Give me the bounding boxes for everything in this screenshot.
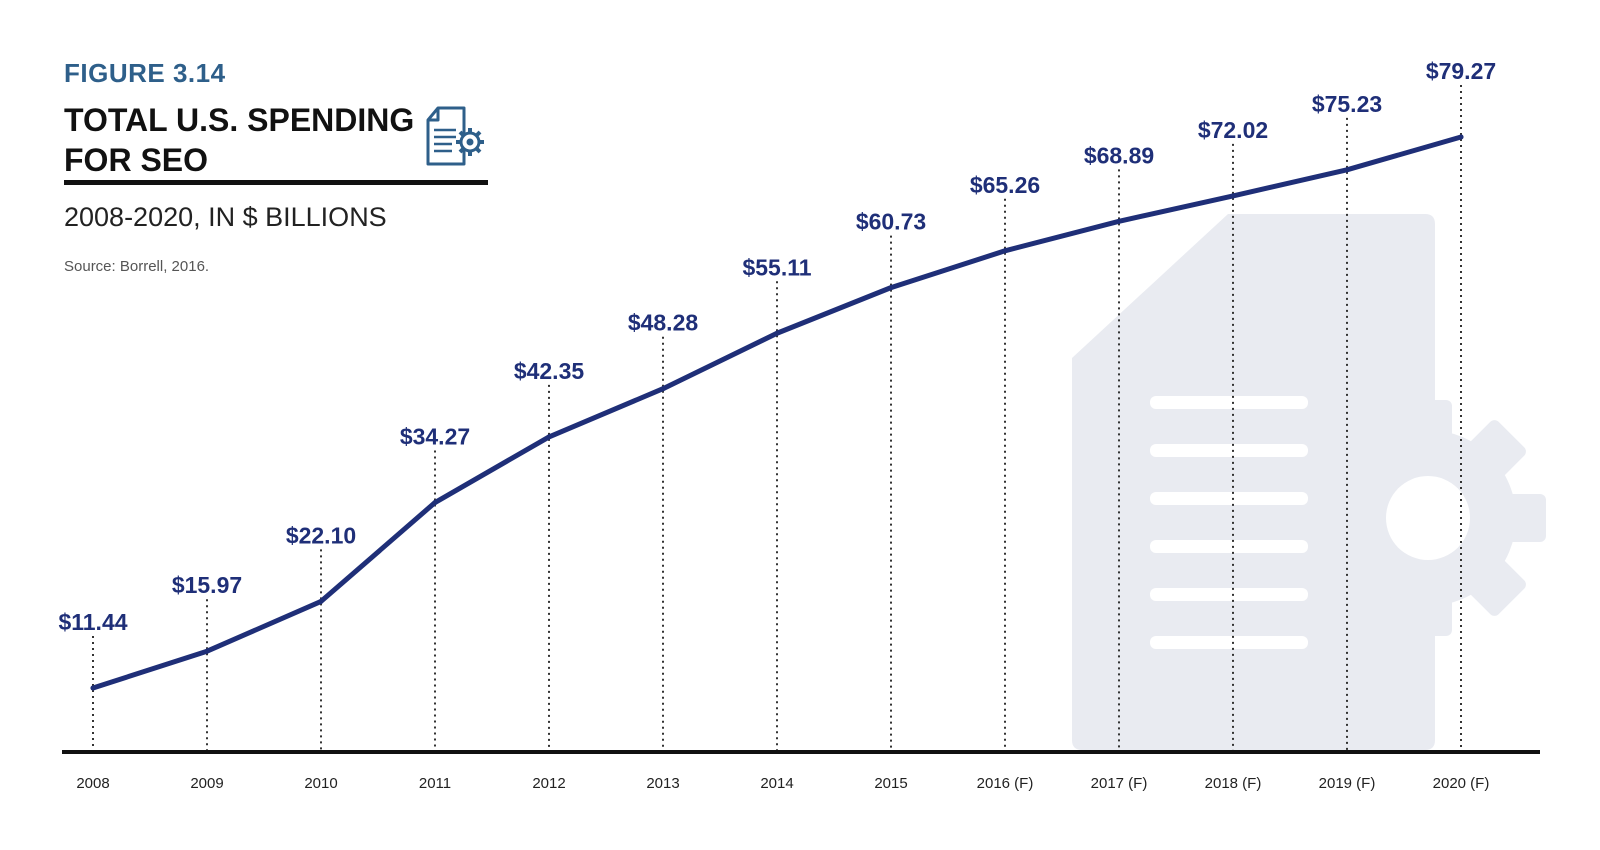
- data-point: [432, 500, 438, 506]
- data-point: [1230, 193, 1236, 199]
- x-tick-label: 2012: [532, 775, 565, 792]
- data-point: [546, 434, 552, 440]
- data-point: [318, 598, 324, 604]
- x-tick-label: 2016 (F): [977, 775, 1034, 792]
- data-point: [774, 330, 780, 336]
- chart-title-line1: TOTAL U.S. SPENDING: [64, 102, 415, 138]
- figure-label: FIGURE 3.14: [64, 58, 226, 88]
- x-tick-label: 2017 (F): [1091, 775, 1148, 792]
- data-label: $79.27: [1426, 58, 1496, 84]
- data-label: $15.97: [172, 572, 242, 598]
- data-label: $65.26: [970, 172, 1040, 198]
- chart-title-line2: FOR SEO: [64, 142, 209, 178]
- data-point: [888, 285, 894, 291]
- title-rule: [64, 180, 488, 185]
- x-tick-label: 2013: [646, 775, 679, 792]
- chart-source: Source: Borrell, 2016.: [64, 258, 210, 275]
- chart-subtitle: 2008-2020, IN $ BILLIONS: [64, 202, 387, 232]
- data-label: $72.02: [1198, 117, 1268, 143]
- x-tick-label: 2010: [304, 775, 337, 792]
- data-label: $68.89: [1084, 142, 1154, 168]
- data-point: [1002, 248, 1008, 254]
- x-tick-label: 2015: [874, 775, 907, 792]
- data-label: $75.23: [1312, 91, 1382, 117]
- x-tick-label: 2011: [419, 775, 451, 792]
- data-point: [660, 386, 666, 392]
- data-point: [1458, 134, 1464, 140]
- data-point: [90, 685, 96, 691]
- data-point: [204, 648, 210, 654]
- data-label: $60.73: [856, 209, 926, 235]
- x-tick-label: 2014: [760, 775, 793, 792]
- data-label: $42.35: [514, 358, 585, 384]
- document-gear-icon: [426, 106, 484, 166]
- data-label: $55.11: [742, 254, 811, 280]
- x-tick-label: 2008: [76, 775, 109, 792]
- chart-title: TOTAL U.S. SPENDING FOR SEO: [64, 100, 424, 180]
- data-label: $48.28: [628, 310, 699, 336]
- x-tick-label: 2019 (F): [1319, 775, 1376, 792]
- data-point: [1344, 167, 1350, 173]
- data-label: $22.10: [286, 522, 356, 548]
- data-point: [1116, 218, 1122, 224]
- data-label: $11.44: [58, 609, 127, 635]
- data-label: $34.27: [400, 424, 470, 450]
- x-tick-label: 2020 (F): [1433, 775, 1490, 792]
- x-tick-label: 2018 (F): [1205, 775, 1262, 792]
- x-tick-label: 2009: [190, 775, 223, 792]
